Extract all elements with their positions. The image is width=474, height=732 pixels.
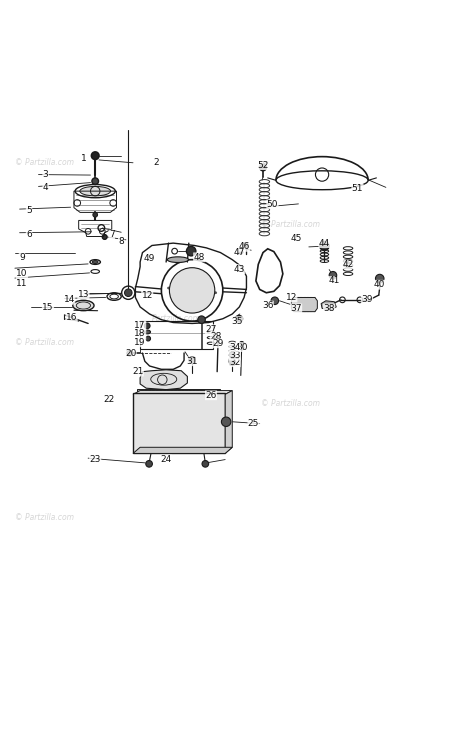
- Circle shape: [102, 235, 107, 239]
- Text: 30: 30: [236, 343, 247, 351]
- Text: 5: 5: [26, 206, 32, 214]
- Text: 48: 48: [193, 253, 205, 262]
- Text: 35: 35: [231, 317, 243, 326]
- Circle shape: [271, 297, 279, 305]
- Bar: [137, 389, 219, 394]
- Polygon shape: [292, 297, 318, 312]
- Circle shape: [145, 323, 150, 329]
- Text: 31: 31: [186, 356, 198, 366]
- Ellipse shape: [73, 300, 94, 310]
- Text: © Partzilla.com: © Partzilla.com: [261, 220, 319, 228]
- Text: 52: 52: [257, 160, 269, 170]
- Text: 11: 11: [16, 279, 27, 288]
- Text: 4: 4: [43, 183, 48, 192]
- Text: 33: 33: [229, 351, 240, 360]
- Circle shape: [127, 351, 133, 356]
- Circle shape: [169, 268, 215, 313]
- Text: 39: 39: [361, 295, 373, 305]
- Polygon shape: [133, 447, 232, 453]
- Text: 21: 21: [132, 367, 144, 376]
- Text: 20: 20: [125, 348, 137, 358]
- Text: 46: 46: [238, 242, 250, 251]
- Text: 17: 17: [134, 321, 146, 330]
- Bar: [140, 321, 213, 349]
- Text: 2: 2: [154, 158, 159, 168]
- Text: 38: 38: [323, 304, 335, 313]
- Text: 37: 37: [291, 304, 302, 313]
- Text: 34: 34: [229, 343, 240, 351]
- Circle shape: [260, 164, 266, 171]
- Text: 15: 15: [42, 303, 54, 313]
- Text: 12: 12: [142, 291, 153, 299]
- Text: 42: 42: [342, 260, 354, 269]
- Polygon shape: [133, 391, 232, 395]
- Text: © Partzilla.com: © Partzilla.com: [15, 338, 74, 347]
- Circle shape: [198, 316, 205, 324]
- Text: 29: 29: [212, 339, 224, 348]
- Polygon shape: [140, 370, 187, 389]
- Circle shape: [229, 358, 236, 365]
- Circle shape: [202, 460, 209, 467]
- Text: 50: 50: [267, 200, 278, 209]
- Text: 24: 24: [161, 455, 172, 464]
- Text: 25: 25: [248, 419, 259, 428]
- Ellipse shape: [144, 330, 151, 334]
- Text: 43: 43: [234, 264, 245, 274]
- Text: 41: 41: [328, 277, 339, 285]
- Circle shape: [125, 289, 132, 296]
- Text: © Partzilla.com: © Partzilla.com: [15, 512, 74, 522]
- Bar: [133, 393, 225, 453]
- Text: 36: 36: [262, 301, 273, 310]
- Text: Partzilla.com: Partzilla.com: [152, 314, 201, 324]
- Ellipse shape: [167, 257, 189, 263]
- Text: 7: 7: [109, 230, 115, 239]
- Circle shape: [91, 152, 99, 160]
- Circle shape: [238, 250, 243, 254]
- Circle shape: [375, 274, 384, 283]
- Ellipse shape: [92, 261, 98, 264]
- Text: 49: 49: [144, 254, 155, 263]
- Text: 8: 8: [118, 237, 124, 246]
- Text: 1: 1: [81, 154, 86, 163]
- Text: 13: 13: [78, 290, 89, 299]
- Text: 27: 27: [205, 324, 217, 334]
- Text: 32: 32: [229, 358, 240, 367]
- Circle shape: [189, 356, 195, 363]
- Circle shape: [146, 460, 153, 467]
- Text: 45: 45: [291, 234, 302, 243]
- Circle shape: [221, 417, 231, 427]
- Text: © Partzilla.com: © Partzilla.com: [261, 400, 319, 408]
- Text: 18: 18: [134, 329, 146, 338]
- Text: © Partzilla.com: © Partzilla.com: [15, 158, 74, 168]
- Circle shape: [329, 272, 337, 279]
- Text: 12: 12: [286, 293, 297, 302]
- Circle shape: [93, 212, 98, 217]
- Text: 28: 28: [210, 332, 221, 340]
- Circle shape: [239, 341, 244, 346]
- Circle shape: [92, 178, 99, 184]
- Text: 23: 23: [90, 455, 101, 464]
- Circle shape: [236, 315, 243, 322]
- Text: 19: 19: [134, 338, 146, 347]
- Text: 47: 47: [234, 248, 245, 257]
- Text: 9: 9: [19, 253, 25, 262]
- Text: 44: 44: [319, 239, 330, 247]
- Polygon shape: [225, 391, 232, 453]
- Circle shape: [186, 247, 196, 256]
- Text: 10: 10: [16, 269, 27, 278]
- Polygon shape: [321, 301, 336, 310]
- Text: 40: 40: [373, 280, 384, 289]
- Ellipse shape: [80, 187, 110, 196]
- Circle shape: [319, 242, 329, 250]
- Text: 3: 3: [43, 170, 48, 179]
- Circle shape: [243, 242, 248, 248]
- Text: 22: 22: [104, 395, 115, 403]
- Text: 26: 26: [205, 391, 217, 400]
- Circle shape: [146, 336, 151, 341]
- Text: 6: 6: [26, 230, 32, 239]
- Text: 51: 51: [352, 184, 363, 193]
- Text: 16: 16: [66, 313, 77, 322]
- Text: 14: 14: [64, 295, 75, 305]
- Circle shape: [216, 336, 220, 341]
